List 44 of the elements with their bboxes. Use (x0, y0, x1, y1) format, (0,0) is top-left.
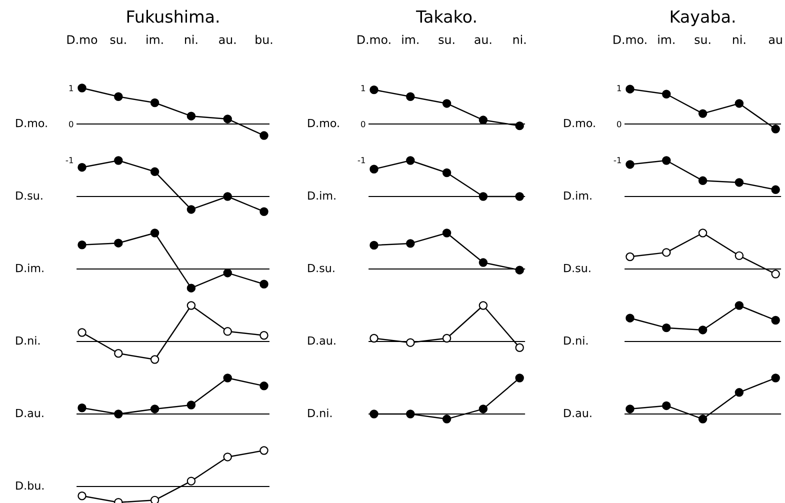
y-axis-title: D.ni. (308, 408, 332, 418)
x-tick-label: bu. (256, 34, 272, 44)
y-axis-title: D.au. (308, 336, 336, 345)
y-tick-label: 0 (617, 120, 622, 128)
x-tick-label: au. (474, 37, 492, 44)
chart-title: Takako. (416, 10, 476, 23)
y-tick-label: 1 (361, 85, 365, 92)
x-tick-label: D.mo (67, 35, 98, 44)
y-tick-label: -1 (66, 157, 73, 164)
y-tick-label: 1 (617, 85, 621, 92)
chart-title: Fukushima. (127, 10, 218, 23)
y-tick-label: 1 (69, 85, 73, 92)
x-tick-label: ni. (513, 34, 526, 44)
y-axis-title: D.ni. (16, 336, 40, 345)
y-axis-title: D.su. (308, 264, 334, 272)
x-tick-label: au. (219, 37, 236, 44)
x-tick-label: im. (146, 34, 163, 44)
y-axis-title: D.mo. (308, 118, 339, 128)
y-axis-title: D.ni. (564, 336, 588, 345)
y-tick-label: 0 (69, 120, 74, 128)
y-axis-title: D.bu. (16, 481, 44, 490)
y-axis-title: D.im. (564, 191, 592, 200)
y-axis-title: D.au. (16, 408, 44, 418)
x-tick-label: D.mo. (614, 35, 646, 44)
y-axis-title: D.su. (16, 191, 42, 200)
x-tick-label: su. (438, 37, 454, 44)
y-axis-title: D.mo. (564, 118, 595, 128)
y-axis-title: D.su. (564, 264, 590, 272)
y-tick-label: -1 (614, 157, 621, 164)
x-tick-label: im. (658, 34, 674, 44)
chart-title: Kayaba. (670, 10, 735, 26)
x-tick-label: su. (694, 37, 710, 44)
y-axis-title: D.im. (308, 191, 336, 200)
x-tick-label: im. (402, 34, 418, 44)
y-axis-title: D.im. (16, 264, 44, 272)
x-tick-label: au (768, 37, 782, 44)
y-axis-title: D.au. (564, 408, 592, 418)
x-tick-label: su. (110, 37, 126, 44)
y-tick-label: -1 (358, 157, 365, 164)
x-tick-label: D.mo. (358, 35, 390, 44)
y-axis-title: D.mo. (16, 118, 47, 128)
x-tick-label: ni. (185, 34, 198, 44)
y-tick-label: 0 (361, 120, 366, 128)
x-tick-label: ni. (733, 34, 746, 44)
